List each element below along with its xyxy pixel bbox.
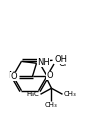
Text: O: O — [47, 71, 53, 80]
Text: Cl: Cl — [59, 59, 67, 68]
Text: N: N — [8, 72, 15, 81]
Text: O: O — [10, 72, 17, 81]
Text: H₃C: H₃C — [27, 91, 39, 97]
Text: CH₃: CH₃ — [64, 91, 76, 97]
Text: NH: NH — [37, 58, 50, 67]
Text: OH: OH — [55, 55, 68, 64]
Text: CH₃: CH₃ — [45, 102, 58, 108]
